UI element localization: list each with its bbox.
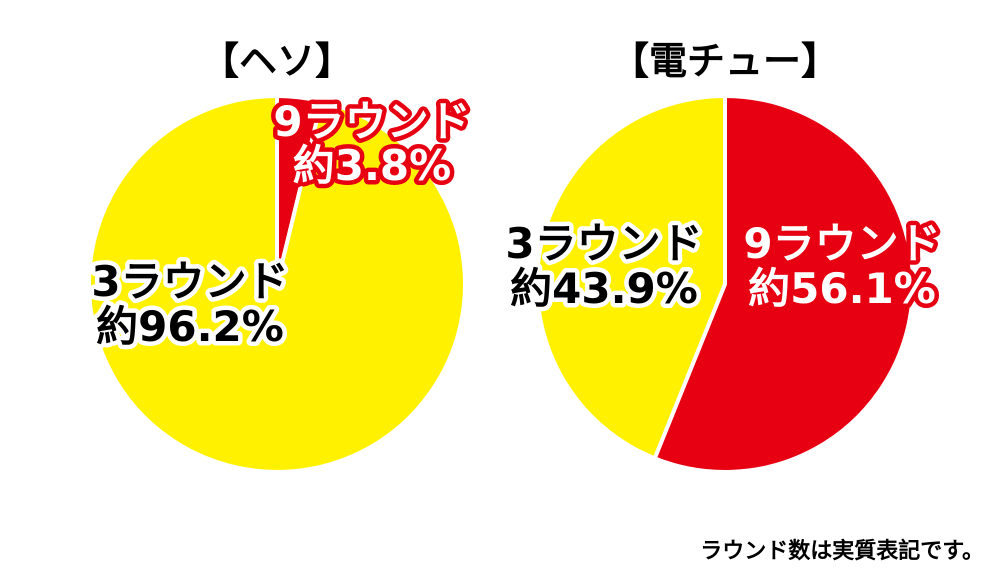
slice-label-text: 3ラウンド [91, 257, 288, 306]
slice-label-outline: 3ラウンド [505, 219, 702, 268]
slice-label-text: 3ラウンド [505, 219, 702, 268]
chart-title: 【電チュー】 [611, 39, 839, 83]
pie-slice [652, 94, 915, 474]
pie-slice [535, 94, 727, 461]
slice-label-text: 9ラウンド [743, 219, 940, 268]
slice-value-label-text: 約56.1% [748, 264, 936, 313]
slice-value-label-outline: 約3.8% [293, 141, 452, 190]
slice-label-text: 9ラウンド [273, 97, 470, 146]
slice-value-label-text: 約43.9% [510, 264, 698, 313]
chart-title: 【ヘソ】 [201, 39, 353, 83]
slice-value-label-text: 約3.8% [293, 141, 452, 190]
slice-value-label-outline: 約96.2% [96, 302, 284, 351]
slice-value-label: 約56.1%約56.1% [744, 260, 941, 318]
slice-value-label: 約43.9%約43.9% [506, 260, 703, 318]
slice-value-label-outline: 約56.1% [748, 264, 936, 313]
pie-slice [87, 94, 468, 474]
slice-value-label: 約96.2%約96.2% [92, 298, 289, 356]
slice-value-label-outline: 約43.9% [510, 264, 698, 313]
footnote: ラウンド数は実質表記です。 [700, 539, 984, 564]
slice-label-outline: 9ラウンド [273, 97, 470, 146]
slice-label-outline: 9ラウンド [743, 219, 940, 268]
slice-label-outline: 3ラウンド [91, 257, 288, 306]
slice-value-label: 約3.8%約3.8% [288, 137, 456, 195]
slice-value-label-text: 約96.2% [96, 302, 284, 351]
